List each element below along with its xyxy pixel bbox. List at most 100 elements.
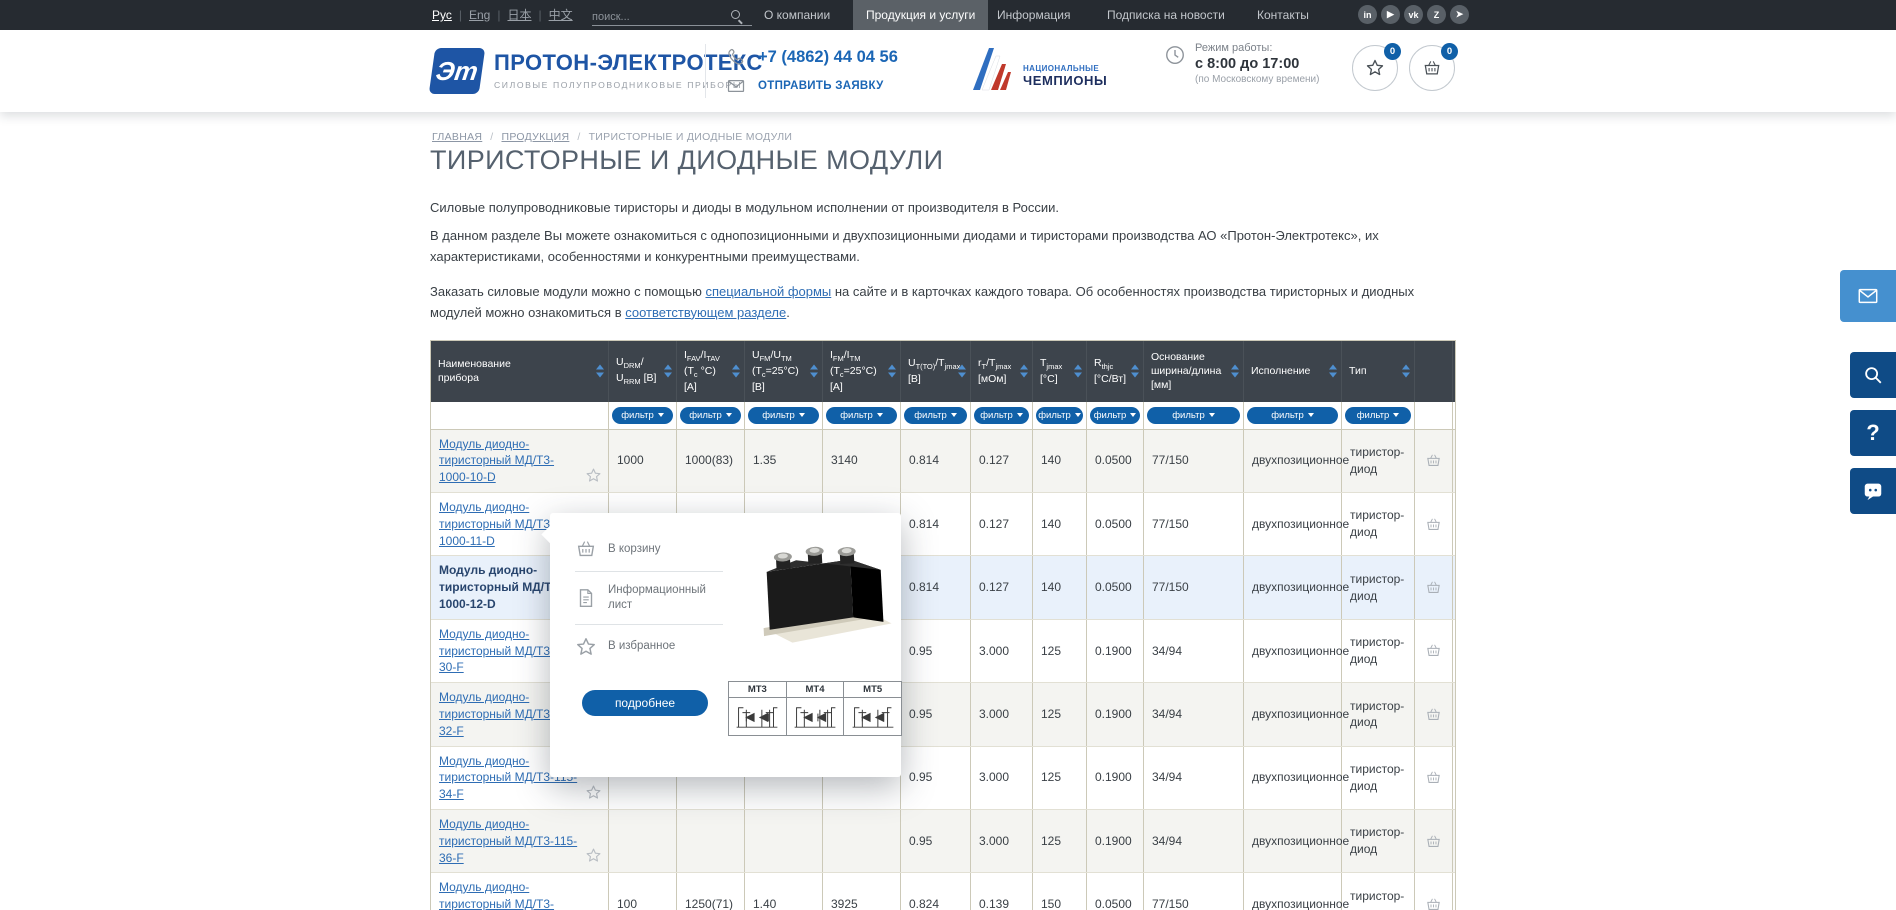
filter-dropdown[interactable]: фильтр <box>680 406 741 424</box>
table-row[interactable]: Модуль диодно-тиристорный МД/Т3-1250-1-D… <box>431 873 1455 910</box>
support-chat-button[interactable] <box>1850 468 1896 514</box>
logo[interactable]: ПРОТОН-ЭЛЕКТРОТЕКС СИЛОВЫЕ ПОЛУПРОВОДНИК… <box>494 50 763 90</box>
filter-dropdown[interactable]: фильтр <box>1036 406 1083 424</box>
filter-dropdown[interactable]: фильтр <box>826 406 897 424</box>
column-header-11[interactable]: Исполнение <box>1244 341 1342 402</box>
add-to-cart-icon[interactable] <box>1415 809 1453 873</box>
favorites-button[interactable]: 0 <box>1352 43 1401 91</box>
product-link[interactable]: Модуль диодно-тиристорный МД/Т3-115-32-F <box>439 690 578 738</box>
product-link[interactable]: Модуль диодно-тиристорный МД/Т3-1000-10-… <box>439 436 555 485</box>
filter-cell: фильтр <box>1087 401 1144 429</box>
sort-arrows-icon[interactable] <box>888 364 896 378</box>
intro-paragraph-3: Заказать силовые модули можно с помощью … <box>430 284 1415 320</box>
column-header-3[interactable]: IFAV/ITAV (Tc °C) [А] <box>677 341 745 402</box>
add-to-cart-icon[interactable] <box>1415 429 1453 492</box>
sort-arrows-icon[interactable] <box>732 364 740 378</box>
national-champions-logo[interactable]: НАЦИОНАЛЬНЫЕ ЧЕМПИОНЫ <box>967 42 1107 94</box>
filter-dropdown[interactable]: фильтр <box>974 406 1029 424</box>
product-link[interactable]: Модуль диодно-тиристорный МД/Т3-115-34-F <box>439 753 578 802</box>
sort-arrows-icon[interactable] <box>1231 364 1239 378</box>
column-header-8[interactable]: Tjmax [°C] <box>1033 341 1087 402</box>
filter-dropdown[interactable]: фильтр <box>1147 406 1240 424</box>
favorite-star-icon[interactable] <box>585 784 601 800</box>
filter-dropdown[interactable]: фильтр <box>1345 406 1411 424</box>
sort-arrows-icon[interactable] <box>1074 364 1082 378</box>
menu-products-active[interactable]: Продукция и услуги <box>853 0 989 30</box>
add-to-cart-icon[interactable] <box>1415 683 1453 746</box>
lang-cn[interactable]: 中文 <box>548 8 573 22</box>
youtube-icon[interactable]: ▶ <box>1381 5 1400 24</box>
product-link[interactable]: Модуль диодно-тиристорный МД/Т3-1250-1-D <box>439 880 555 910</box>
menu-about[interactable]: О компании <box>764 8 831 22</box>
chevron-down-icon <box>1208 413 1215 418</box>
product-link[interactable]: Модуль диодно-тиристорный МД/Т3-115-36-F <box>439 816 578 865</box>
zen-icon[interactable]: Z <box>1427 5 1446 24</box>
lang-eng[interactable]: Eng <box>469 8 491 22</box>
phone-number[interactable]: +7 (4862) 44 04 56 <box>758 47 898 66</box>
add-to-cart-icon[interactable] <box>1415 556 1453 619</box>
menu-information[interactable]: Информация <box>997 8 1071 22</box>
favorite-star-icon[interactable] <box>585 467 601 483</box>
feedback-button[interactable] <box>1840 270 1896 322</box>
add-to-cart-icon[interactable] <box>1415 873 1453 910</box>
logo-emblem-icon[interactable]: Эт <box>428 48 486 94</box>
lang-rus[interactable]: Рус <box>432 8 452 22</box>
column-header-9[interactable]: Rthjc [°C/Вт] <box>1087 341 1144 402</box>
sort-arrows-icon[interactable] <box>958 364 966 378</box>
menu-contacts[interactable]: Контакты <box>1257 8 1309 22</box>
cart-button[interactable]: 0 <box>1409 43 1458 91</box>
filter-dropdown[interactable]: фильтр <box>1090 406 1140 424</box>
sort-arrows-icon[interactable] <box>1402 364 1410 378</box>
column-header-6[interactable]: UТ(ТО)/Tjmax [В] <box>901 341 971 402</box>
add-to-cart-icon[interactable] <box>1415 746 1453 809</box>
filter-dropdown[interactable]: фильтр <box>1247 406 1338 424</box>
lang-jp[interactable]: 日本 <box>507 8 532 22</box>
column-header-4[interactable]: UFM/UTM (Tc=25°C) [В] <box>745 341 823 402</box>
add-to-favorites-action[interactable]: В избранное <box>575 625 723 669</box>
diagram-mt3: МТ3 <box>728 681 787 736</box>
column-header-5[interactable]: IFM/ITM (Tc=25°C) [А] <box>823 341 901 402</box>
column-header-1[interactable]: Наименование прибора <box>431 341 609 402</box>
product-link[interactable]: Модуль диодно-тиристорный МД/Т3-115-30-F <box>439 626 578 675</box>
sort-arrows-icon[interactable] <box>1329 364 1337 378</box>
favorite-star-icon[interactable] <box>585 847 601 863</box>
search-side-button[interactable] <box>1850 352 1896 398</box>
sort-arrows-icon[interactable] <box>1020 364 1028 378</box>
breadcrumb-products[interactable]: ПРОДУКЦИЯ <box>501 131 570 143</box>
table-row[interactable]: Модуль диодно-тиристорный МД/Т3-115-36-F… <box>431 809 1455 874</box>
column-header-7[interactable]: rT/Tjmax [мОм] <box>971 341 1033 402</box>
column-header-12[interactable]: Тип <box>1342 341 1415 402</box>
send-request-link[interactable]: ОТПРАВИТЬ ЗАЯВКУ <box>758 80 884 92</box>
help-button[interactable]: ? <box>1850 410 1896 456</box>
search-input[interactable] <box>592 9 730 25</box>
product-name-cell: Модуль диодно-тиристорный МД/Т3-115-36-F <box>431 809 609 873</box>
details-button[interactable]: подробнее <box>582 690 708 716</box>
sort-arrows-icon[interactable] <box>810 364 818 378</box>
table-row[interactable]: Модуль диодно-тиристорный МД/Т3-1000-10-… <box>431 429 1455 493</box>
product-link[interactable]: Модуль диодно-тиристорный МД/Т3-1000-11-… <box>439 500 555 548</box>
add-to-cart-icon[interactable] <box>1415 493 1453 556</box>
product-link[interactable]: Модуль диодно-тиристорный МД/Т3-1000-12-… <box>439 563 563 611</box>
vk-icon[interactable]: vk <box>1404 5 1423 24</box>
work-hours-value: с 8:00 до 17:00 <box>1195 56 1300 72</box>
sort-arrows-icon[interactable] <box>596 364 604 378</box>
section-link[interactable]: соответствующем разделе <box>625 304 787 320</box>
table-cell <box>745 809 823 873</box>
column-header-10[interactable]: Основание ширина/длина [мм] <box>1144 341 1244 402</box>
add-to-cart-icon[interactable] <box>1415 619 1453 683</box>
sort-arrows-icon[interactable] <box>664 364 672 378</box>
add-to-cart-action[interactable]: В корзину <box>575 527 723 572</box>
breadcrumb-home[interactable]: ГЛАВНАЯ <box>432 131 483 143</box>
datasheet-action[interactable]: Информационный лист <box>575 572 723 625</box>
special-form-link[interactable]: специальной формы <box>705 284 832 299</box>
menu-subscribe[interactable]: Подписка на новости <box>1107 8 1225 22</box>
column-header-2[interactable]: UDRM/URRM [В] <box>609 341 677 402</box>
filter-dropdown[interactable]: фильтр <box>612 406 673 424</box>
telegram-icon[interactable]: ➤ <box>1450 5 1469 24</box>
filter-dropdown[interactable]: фильтр <box>904 406 967 424</box>
sort-arrows-icon[interactable] <box>1131 364 1139 378</box>
work-note: (по Московскому времени) <box>1195 74 1320 85</box>
linkedin-icon[interactable]: in <box>1358 5 1377 24</box>
search-icon[interactable] <box>730 9 743 24</box>
filter-dropdown[interactable]: фильтр <box>748 406 819 424</box>
